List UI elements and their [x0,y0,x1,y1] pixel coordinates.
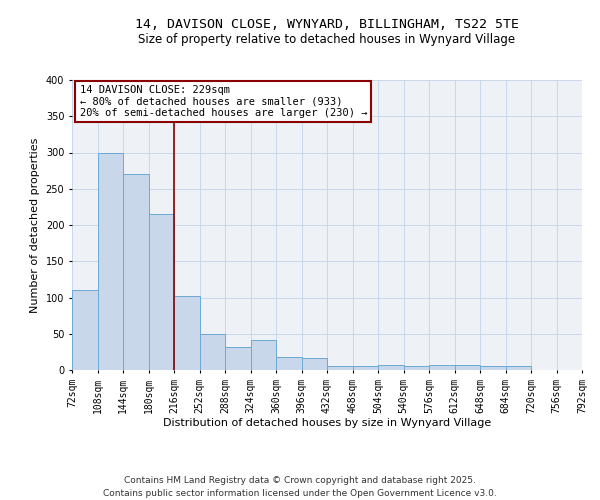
Bar [327,366,353,370]
Bar [302,358,327,370]
Bar [455,365,480,370]
Text: Contains HM Land Registry data © Crown copyright and database right 2025.
Contai: Contains HM Land Registry data © Crown c… [103,476,497,498]
X-axis label: Distribution of detached houses by size in Wynyard Village: Distribution of detached houses by size … [163,418,491,428]
Bar [225,347,251,370]
Bar [72,290,97,370]
Bar [480,366,505,370]
Bar [174,296,199,370]
Bar [276,357,302,370]
Text: 14, DAVISON CLOSE, WYNYARD, BILLINGHAM, TS22 5TE: 14, DAVISON CLOSE, WYNYARD, BILLINGHAM, … [135,18,519,30]
Bar [353,366,378,370]
Bar [251,340,276,370]
Title: 14, DAVISON CLOSE, WYNYARD, BILLINGHAM, TS22 5TE
Size of property relative to de: 14, DAVISON CLOSE, WYNYARD, BILLINGHAM, … [0,499,1,500]
Bar [199,334,225,370]
Text: Size of property relative to detached houses in Wynyard Village: Size of property relative to detached ho… [139,32,515,46]
Bar [429,365,455,370]
Y-axis label: Number of detached properties: Number of detached properties [30,138,40,312]
Bar [505,366,531,370]
Bar [149,214,174,370]
Bar [404,366,429,370]
Text: 14 DAVISON CLOSE: 229sqm
← 80% of detached houses are smaller (933)
20% of semi-: 14 DAVISON CLOSE: 229sqm ← 80% of detach… [80,85,367,118]
Bar [97,152,123,370]
Bar [378,365,404,370]
Bar [123,174,149,370]
